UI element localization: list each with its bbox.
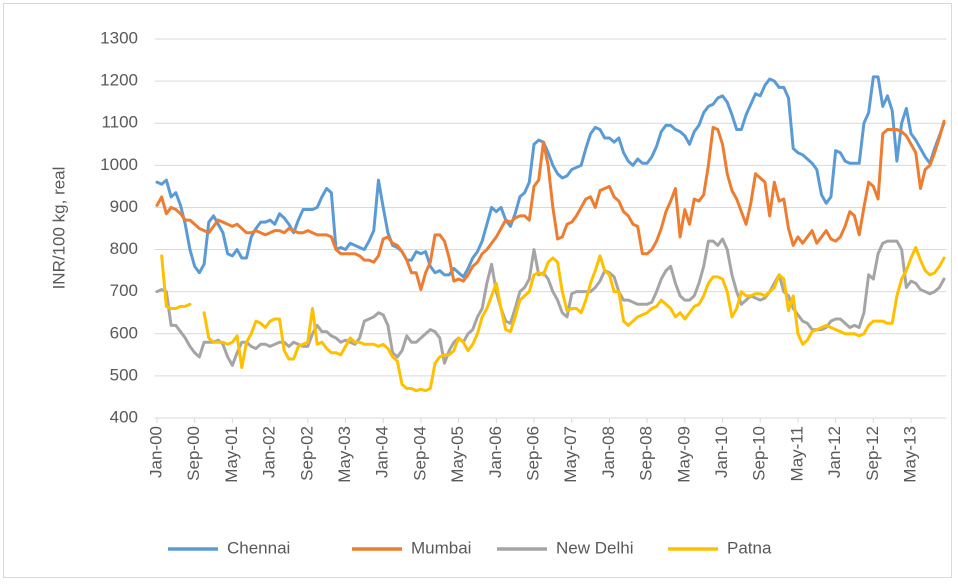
y-axis-label: INR/100 kg, real (49, 167, 68, 290)
x-tick-label: May-09 (674, 426, 693, 483)
x-tick-label: Sep-00 (184, 426, 203, 481)
x-tick-label: May-03 (335, 426, 354, 483)
x-tick-label: Jan-04 (373, 426, 392, 478)
x-tick-label: Sep-02 (297, 426, 316, 481)
legend-label: Mumbai (411, 538, 471, 557)
chart-border (3, 3, 952, 578)
y-tick-label: 500 (110, 365, 138, 384)
x-tick-label: Sep-04 (410, 426, 429, 481)
x-tick-label: May-11 (787, 426, 806, 481)
y-tick-label: 1100 (101, 113, 138, 132)
y-tick-label: 1300 (100, 28, 138, 47)
y-tick-label: 1000 (100, 155, 138, 174)
y-tick-label: 700 (110, 281, 138, 300)
x-tick-label: Jan-08 (599, 426, 618, 478)
x-tick-label: Sep-06 (523, 426, 542, 481)
data-line (160, 245, 946, 393)
x-tick-label: Jan-10 (712, 426, 731, 478)
data-line (155, 119, 946, 292)
x-tick-label: Sep-08 (637, 426, 656, 481)
x-tick-label: Jan-02 (260, 426, 279, 478)
legend-label: Patna (727, 538, 772, 557)
x-tick-label: Sep-12 (863, 426, 882, 481)
x-tick-label: Jan-12 (825, 426, 844, 478)
x-tick-label: May-13 (901, 426, 920, 483)
data-line (155, 237, 946, 367)
x-tick-label: Jan-00 (146, 426, 165, 478)
legend-label: New Delhi (556, 538, 633, 557)
x-tick-label: May-07 (561, 426, 580, 483)
data-line (155, 75, 946, 279)
y-tick-label: 800 (110, 239, 138, 258)
x-tick-label: May-01 (222, 426, 241, 483)
x-tick-label: May-05 (448, 426, 467, 483)
y-tick-label: 1200 (100, 71, 138, 90)
y-tick-label: 900 (110, 197, 138, 216)
y-tick-label: 600 (110, 323, 138, 342)
x-tick-label: Sep-10 (750, 426, 769, 481)
x-tick-label: Jan-06 (486, 426, 505, 478)
legend-label: Chennai (227, 538, 290, 557)
y-tick-label: 400 (110, 407, 138, 426)
